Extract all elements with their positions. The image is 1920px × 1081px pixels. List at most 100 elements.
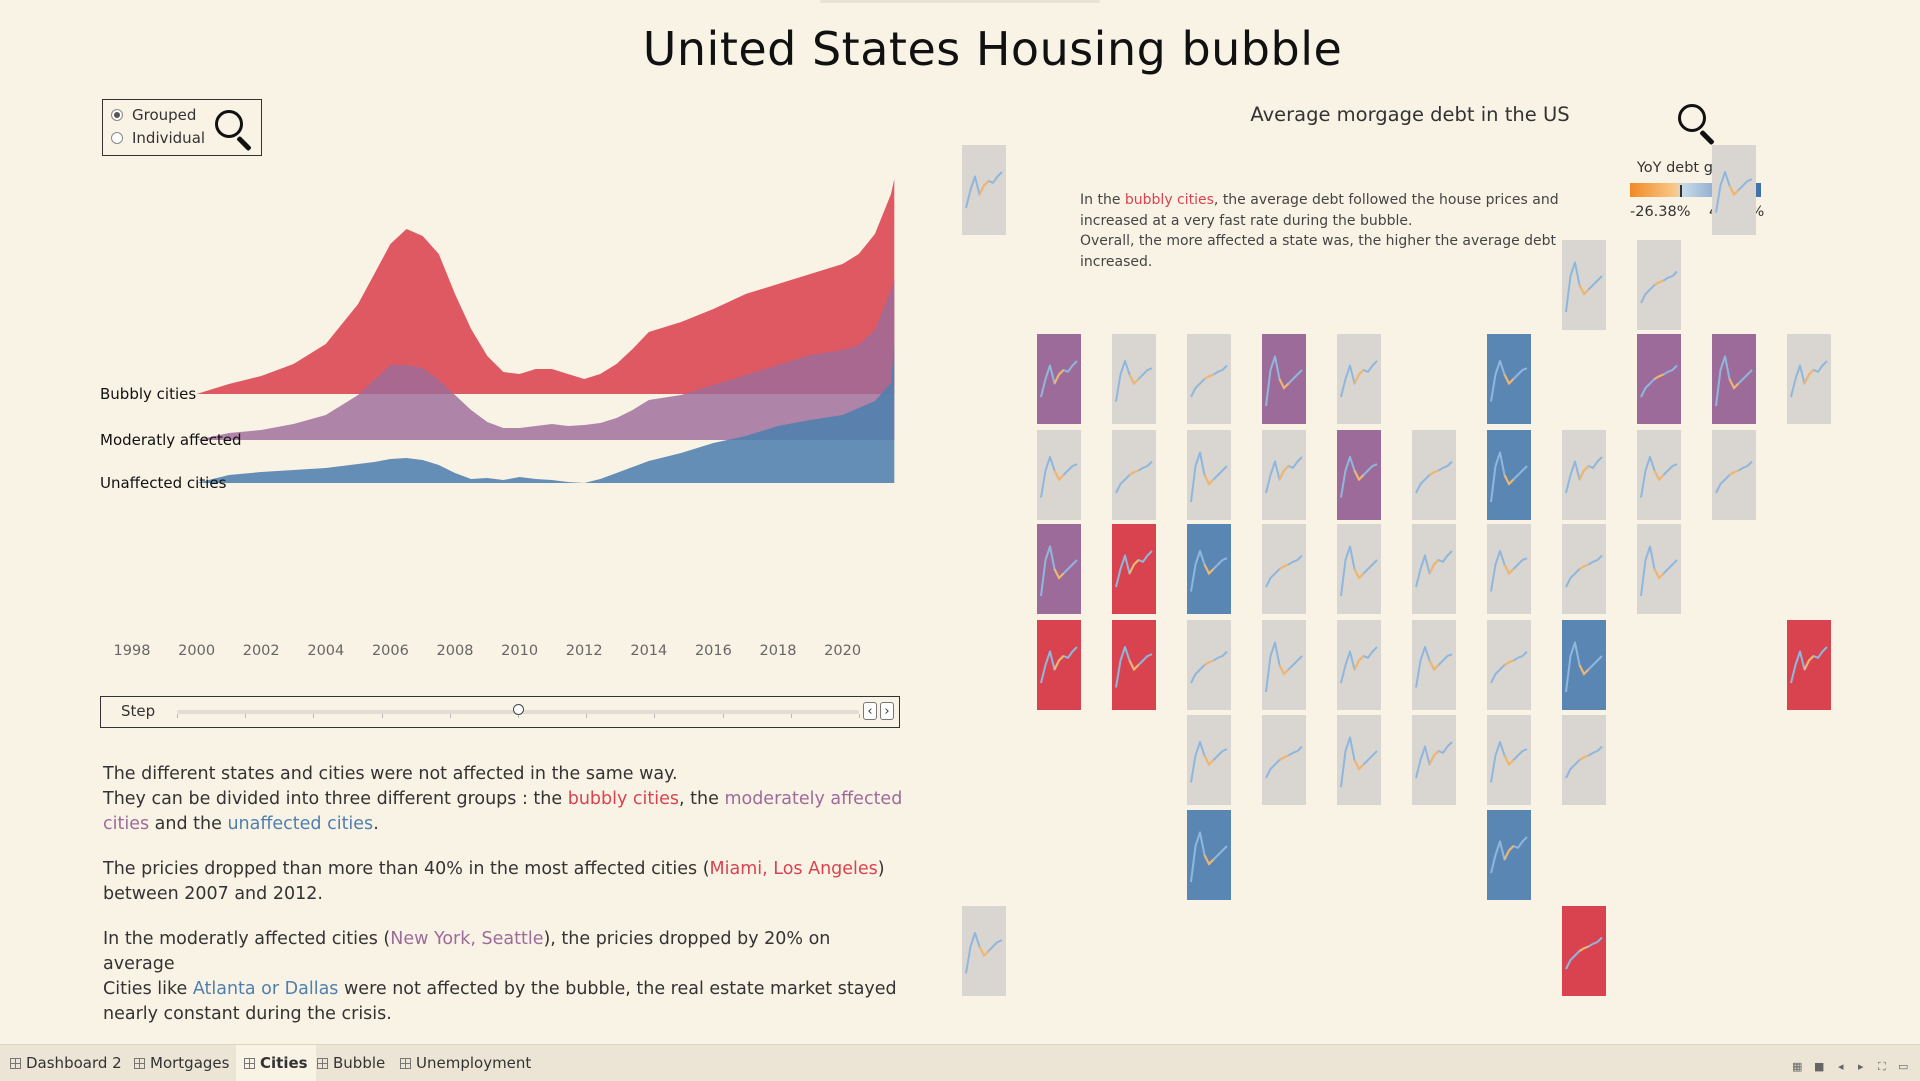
explain-paragraph-3: In the moderatly affected cities (New Yo… <box>103 927 903 1027</box>
state-tile[interactable] <box>1037 524 1081 614</box>
tab-bubble[interactable]: Bubble <box>313 1045 389 1081</box>
tab-cities[interactable]: Cities <box>236 1045 316 1081</box>
fullscreen-icon[interactable]: ⛶ <box>1878 1060 1886 1073</box>
tile-sparkline <box>1490 550 1528 592</box>
step-prev-button[interactable]: ‹ <box>863 702 877 720</box>
radio-grouped[interactable]: Grouped <box>111 106 196 124</box>
tile-sparkline <box>1790 646 1828 684</box>
state-tile[interactable] <box>1337 620 1381 710</box>
state-tile[interactable] <box>1562 524 1606 614</box>
tile-sparkline <box>1640 364 1678 398</box>
tile-sparkline <box>1715 171 1753 213</box>
state-tile[interactable] <box>1337 715 1381 805</box>
state-tile[interactable] <box>1262 524 1306 614</box>
state-tile[interactable] <box>1637 524 1681 614</box>
state-tile[interactable] <box>1187 715 1231 805</box>
mortgage-note: In the bubbly cities, the average debt f… <box>1080 190 1580 272</box>
state-tile[interactable] <box>1262 715 1306 805</box>
tile-sparkline <box>1340 545 1378 597</box>
state-tile[interactable] <box>1487 810 1531 900</box>
state-tile[interactable] <box>1637 334 1681 424</box>
tile-sparkline <box>1565 641 1603 693</box>
tile-sparkline <box>1040 360 1078 398</box>
state-tile[interactable] <box>1562 715 1606 805</box>
state-tile[interactable] <box>1262 334 1306 424</box>
grid-view-icon[interactable]: ▦ <box>1792 1060 1803 1073</box>
tile-sparkline <box>1040 646 1078 684</box>
tab-label: Dashboard 2 <box>26 1054 122 1072</box>
state-tile[interactable] <box>1337 334 1381 424</box>
sheet-icon <box>400 1057 411 1069</box>
state-tile[interactable] <box>1037 430 1081 520</box>
tile-sparkline <box>1790 360 1828 398</box>
sheet-tab-bar: Dashboard 2 Mortgages Cities Bubble Unem… <box>0 1044 1920 1081</box>
state-tile[interactable] <box>1787 334 1831 424</box>
state-tile[interactable] <box>1412 715 1456 805</box>
explain-p3-text: ), the pricies dropped by 20% on average <box>103 929 831 974</box>
sheet-icon <box>134 1057 145 1069</box>
area-series-1[interactable] <box>196 179 895 394</box>
state-tile[interactable] <box>1562 430 1606 520</box>
state-tile[interactable] <box>1112 334 1156 424</box>
tile-sparkline <box>1565 936 1603 970</box>
tile-sparkline <box>1490 360 1528 402</box>
tile-sparkline <box>1490 741 1528 783</box>
tile-sparkline <box>1190 741 1228 783</box>
state-tile[interactable] <box>1487 524 1531 614</box>
state-tile[interactable] <box>1412 524 1456 614</box>
step-tick <box>313 714 315 718</box>
radio-individual[interactable]: Individual <box>111 129 205 147</box>
top-edge-handle <box>820 0 1100 3</box>
present-icon[interactable]: ▭ <box>1898 1060 1909 1073</box>
state-tile[interactable] <box>1337 430 1381 520</box>
state-tile[interactable] <box>1112 620 1156 710</box>
state-tile[interactable] <box>1037 334 1081 424</box>
legend-zero-mark <box>1680 185 1682 197</box>
state-tile[interactable] <box>962 906 1006 996</box>
state-tile[interactable] <box>1487 430 1531 520</box>
state-tile[interactable] <box>1262 430 1306 520</box>
tab-dashboard-2[interactable]: Dashboard 2 <box>6 1045 126 1081</box>
tile-sparkline <box>1115 550 1153 588</box>
state-tile[interactable] <box>962 145 1006 235</box>
state-tile[interactable] <box>1712 334 1756 424</box>
state-tile[interactable] <box>1637 430 1681 520</box>
state-tile[interactable] <box>1562 240 1606 330</box>
state-tile[interactable] <box>1187 430 1231 520</box>
x-tick-label: 2006 <box>372 643 409 659</box>
state-tile[interactable] <box>1262 620 1306 710</box>
x-axis: 1998 2000 2002 2004 2006 2008 2010 2012 2014 2016… <box>114 643 862 659</box>
state-tile[interactable] <box>1562 620 1606 710</box>
radio-individual-dot[interactable] <box>111 132 123 144</box>
area-series-3[interactable] <box>196 343 895 483</box>
state-tile[interactable] <box>1112 524 1156 614</box>
state-tile[interactable] <box>1187 810 1231 900</box>
state-tile[interactable] <box>1112 430 1156 520</box>
state-tile[interactable] <box>1487 715 1531 805</box>
state-tile[interactable] <box>1412 620 1456 710</box>
area-series-2[interactable] <box>196 280 895 440</box>
state-tile[interactable] <box>1337 524 1381 614</box>
series-label: Bubbly cities <box>100 385 196 403</box>
x-tick-label: 1998 <box>114 643 151 659</box>
square-view-icon[interactable]: ■ <box>1814 1060 1825 1073</box>
step-slider-thumb[interactable] <box>513 704 524 715</box>
state-tile[interactable] <box>1412 430 1456 520</box>
radio-grouped-dot[interactable] <box>111 109 123 121</box>
state-tile[interactable] <box>1637 240 1681 330</box>
state-tile[interactable] <box>1712 430 1756 520</box>
state-tile[interactable] <box>1187 524 1231 614</box>
step-next-button[interactable]: › <box>880 702 894 720</box>
state-tile[interactable] <box>1187 334 1231 424</box>
prev-sheet-icon[interactable]: ◂ <box>1838 1060 1844 1073</box>
state-tile[interactable] <box>1487 334 1531 424</box>
state-tile[interactable] <box>1562 906 1606 996</box>
state-tile[interactable] <box>1487 620 1531 710</box>
state-tile[interactable] <box>1037 620 1081 710</box>
state-tile[interactable] <box>1787 620 1831 710</box>
state-tile[interactable] <box>1187 620 1231 710</box>
tab-mortgages[interactable]: Mortgages <box>130 1045 233 1081</box>
next-sheet-icon[interactable]: ▸ <box>1858 1060 1864 1073</box>
state-tile[interactable] <box>1712 145 1756 235</box>
tab-unemployment[interactable]: Unemployment <box>396 1045 535 1081</box>
